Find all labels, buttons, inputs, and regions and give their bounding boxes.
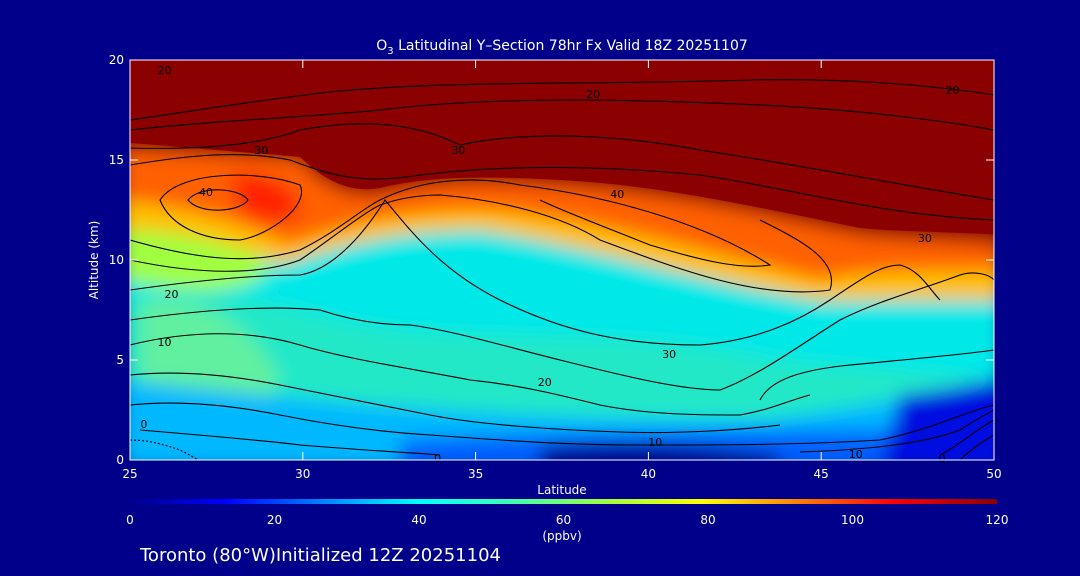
contour-label: 30 (451, 144, 465, 157)
contour-label: 20 (164, 288, 178, 301)
chart-title: O3 Latitudinal Y–Section 78hr Fx Valid 1… (376, 38, 748, 57)
x-tick-label: 25 (122, 467, 137, 481)
contour-label: 20 (586, 88, 600, 101)
y-tick-label: 15 (109, 153, 124, 167)
x-tick-label: 30 (295, 467, 310, 481)
contour-label: 40 (610, 188, 624, 201)
colorbar-tick-label: 60 (556, 513, 571, 527)
x-axis: 25 30 35 40 45 50 (122, 60, 1002, 481)
contour-label: 10 (158, 336, 172, 349)
y-tick-label: 5 (116, 353, 124, 367)
contour-label: 10 (849, 448, 863, 461)
contour-lines (130, 79, 994, 460)
footer-text: Toronto (80°W)Initialized 12Z 20251104 (139, 545, 501, 566)
y-tick-label: 0 (116, 453, 124, 467)
contour-label: 20 (158, 64, 172, 77)
contour-label: 30 (254, 144, 268, 157)
colorbar-tick-label: 120 (986, 513, 1009, 527)
chart-title-o: O (376, 38, 387, 54)
contour-label: 0 (434, 452, 441, 465)
x-axis-label: Latitude (537, 483, 586, 497)
x-tick-label: 35 (468, 467, 483, 481)
y-axis: 0 5 10 15 20 (109, 53, 994, 467)
contour-label: 20 (946, 84, 960, 97)
contour-label: 40 (199, 186, 213, 199)
colorbar-tick-label: 100 (841, 513, 864, 527)
colorbar-tick-label: 20 (267, 513, 282, 527)
colorbar-tick-label: 80 (700, 513, 715, 527)
colorbar-ticks: 0 20 40 60 80 100 120 (126, 513, 1008, 527)
colorbar-tick-label: 0 (126, 513, 134, 527)
contour-label: 30 (918, 232, 932, 245)
y-axis-label: Altitude (km) (87, 221, 101, 300)
chart-title-rest: Latitudinal Y–Section 78hr Fx Valid 18Z … (394, 38, 748, 54)
x-tick-label: 40 (641, 467, 656, 481)
colorbar (130, 499, 997, 504)
chart-title-subscript: 3 (387, 46, 393, 57)
colorbar-tick-label: 40 (411, 513, 426, 527)
contour-label: 0 (939, 452, 946, 465)
y-tick-label: 10 (109, 253, 124, 267)
contour-label: 0 (140, 418, 147, 431)
contour-label: 10 (648, 436, 662, 449)
x-tick-label: 50 (986, 467, 1001, 481)
contour-label: 30 (662, 348, 676, 361)
y-tick-label: 20 (109, 53, 124, 67)
x-tick-label: 45 (814, 467, 829, 481)
colorbar-label: (ppbv) (542, 529, 581, 543)
contour-label: 20 (538, 376, 552, 389)
contour-labels: 20 20 20 30 30 30 40 40 20 10 0 0 30 20 10 10 0 (140, 64, 959, 465)
